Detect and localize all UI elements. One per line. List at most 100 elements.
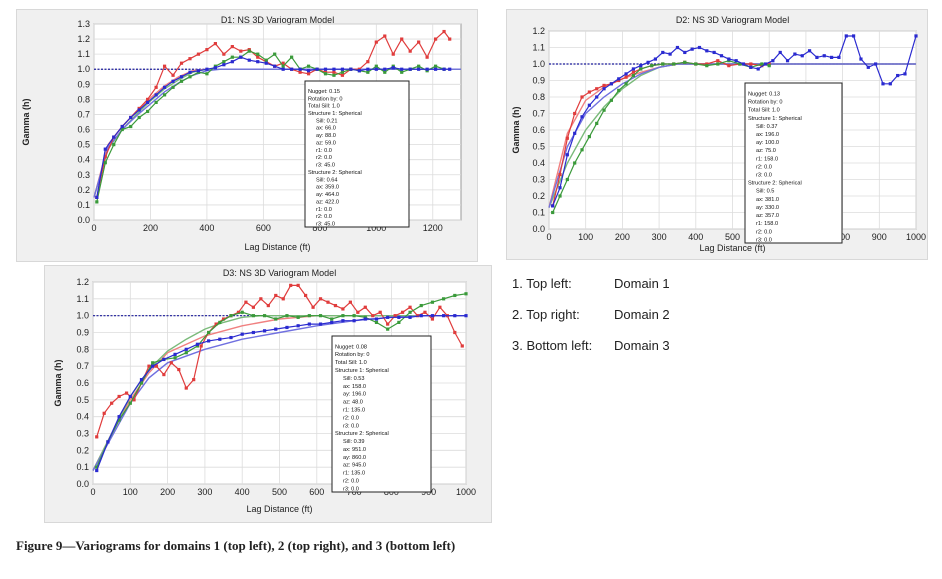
variogram-point [222, 60, 226, 64]
variogram-point [749, 62, 753, 66]
variogram-point [137, 108, 141, 112]
model-parameter-line: ax: 196.0 [756, 132, 779, 138]
variogram-point [767, 64, 771, 68]
y-tick-label: 0.5 [532, 142, 545, 152]
variogram-point [179, 61, 184, 65]
variogram-point [154, 364, 159, 368]
variogram-point [448, 67, 452, 71]
variogram-point [173, 356, 177, 360]
variogram-point [400, 37, 404, 41]
variogram-point [617, 88, 621, 92]
variogram-point [230, 55, 234, 59]
y-tick-label: 0.3 [77, 170, 90, 180]
variogram-point [565, 177, 569, 182]
variogram-panel-d1: D1: NS 3D Variogram Model 0.0 0.1 0.2 0.3 0.4… [16, 9, 478, 262]
variogram-point [631, 70, 636, 74]
variogram-point [188, 57, 192, 61]
model-parameter-line: ay: 196.0 [343, 392, 366, 398]
variogram-point [383, 70, 387, 74]
variogram-point [705, 49, 709, 53]
variogram-point [95, 195, 99, 199]
variogram-point [304, 293, 308, 298]
variogram-point [256, 55, 260, 59]
variogram-point [332, 73, 336, 77]
variogram-point [129, 124, 133, 129]
y-axis-label: Gamma (h) [21, 98, 31, 145]
variogram-point [196, 52, 201, 56]
variogram-chart-d1: D1: NS 3D Variogram Model 0.0 0.1 0.2 0.3 0.4… [21, 15, 462, 252]
variogram-point [290, 55, 294, 59]
variogram-point [453, 330, 457, 335]
variogram-point [675, 45, 680, 50]
y-tick-label: 1.1 [532, 43, 545, 53]
legend-value: Domain 1 [614, 276, 670, 291]
variogram-point [719, 54, 724, 58]
variogram-point [207, 330, 211, 335]
x-axis-label: Lag Distance (ft) [699, 243, 765, 253]
model-parameter-line: Sill: 0.39 [343, 439, 364, 445]
variogram-point [727, 57, 731, 61]
variogram-point [442, 29, 446, 34]
variogram-point [162, 85, 167, 89]
y-tick-label: 0.3 [532, 175, 545, 185]
variogram-point [393, 314, 397, 318]
x-tick-label: 200 [615, 232, 630, 242]
variogram-point [307, 314, 311, 318]
variogram-point [205, 48, 209, 52]
variogram-point [738, 62, 742, 66]
variogram-point [442, 297, 446, 301]
variogram-point [341, 307, 345, 311]
variogram-point [330, 317, 334, 321]
variogram-point [408, 305, 412, 309]
variogram-point [281, 67, 285, 71]
variogram-point [433, 67, 438, 71]
variogram-point [247, 58, 251, 62]
model-parameter-line: r1: 0.0 [316, 148, 332, 154]
variogram-point [296, 283, 300, 287]
y-tick-label: 0.7 [532, 109, 545, 119]
variogram-point [573, 131, 577, 135]
variogram-point [433, 37, 438, 41]
variogram-point [425, 55, 429, 59]
variogram-point [558, 194, 562, 198]
variogram-point [793, 52, 797, 56]
variogram-point [274, 327, 278, 331]
variogram-point [815, 55, 819, 59]
variogram-point [874, 62, 878, 66]
model-parameters-box [331, 335, 432, 493]
variogram-point [218, 320, 222, 324]
x-tick-label: 300 [197, 487, 212, 497]
variogram-point [881, 82, 885, 86]
variogram-point [366, 60, 370, 64]
variogram-point [290, 67, 294, 71]
x-tick-label: 800 [312, 223, 327, 233]
variogram-point [374, 40, 378, 44]
y-tick-label: 1.0 [77, 64, 90, 74]
y-tick-label: 1.0 [76, 311, 89, 321]
variogram-point [264, 58, 268, 62]
variogram-point [580, 95, 584, 99]
variogram-point [218, 337, 222, 341]
variogram-point [683, 50, 687, 55]
variogram-point [259, 297, 263, 301]
variogram-point [727, 64, 731, 68]
model-parameter-line: Structure 2: Spherical [308, 170, 362, 176]
model-parameters-box [304, 80, 410, 228]
variogram-point [378, 310, 382, 314]
y-tick-label: 0.7 [76, 361, 89, 371]
y-axis-label: Gamma (h) [53, 359, 63, 406]
variogram-point [207, 339, 211, 343]
variogram-point [340, 70, 345, 74]
variogram-point [551, 204, 555, 208]
variogram-point [419, 314, 423, 318]
variogram-point [251, 305, 255, 309]
variogram-point [129, 115, 133, 120]
model-parameter-line: Rotation by: 0 [748, 100, 783, 106]
variogram-point [595, 95, 599, 99]
chart-title: D1: NS 3D Variogram Model [221, 15, 334, 25]
variogram-point [397, 315, 401, 319]
variogram-point [661, 50, 665, 55]
variogram-point [453, 293, 457, 298]
variogram-point [391, 66, 395, 70]
variogram-point [256, 52, 260, 56]
